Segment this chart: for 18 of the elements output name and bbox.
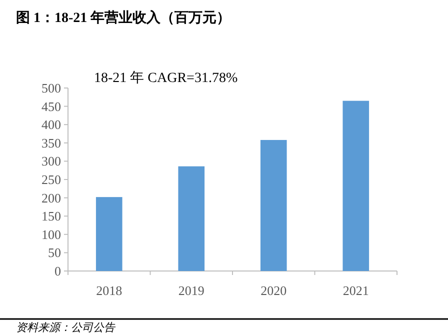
ytick: 200 bbox=[42, 190, 61, 206]
ytick: 0 bbox=[54, 264, 61, 278]
ytick: 250 bbox=[42, 172, 61, 187]
xtick: 2018 bbox=[96, 283, 122, 298]
source: 资料来源：公司公告 bbox=[16, 322, 115, 333]
ytick: 300 bbox=[42, 154, 61, 169]
ytick: 350 bbox=[42, 135, 61, 150]
ytick: 100 bbox=[42, 226, 61, 242]
xtick: 2019 bbox=[178, 283, 204, 298]
ytick: 500 bbox=[42, 80, 61, 96]
ytick: 400 bbox=[42, 117, 61, 132]
xtick: 2020 bbox=[260, 283, 287, 298]
title: 图 1：18-21 年营业收入（百万元） bbox=[16, 11, 231, 26]
ytick: 450 bbox=[42, 98, 61, 114]
xtick: 2021 bbox=[342, 283, 369, 298]
ytick: 150 bbox=[42, 208, 61, 224]
annotation: 18-21 年 CAGR=31.78% bbox=[94, 71, 238, 86]
ytick: 50 bbox=[48, 245, 61, 260]
